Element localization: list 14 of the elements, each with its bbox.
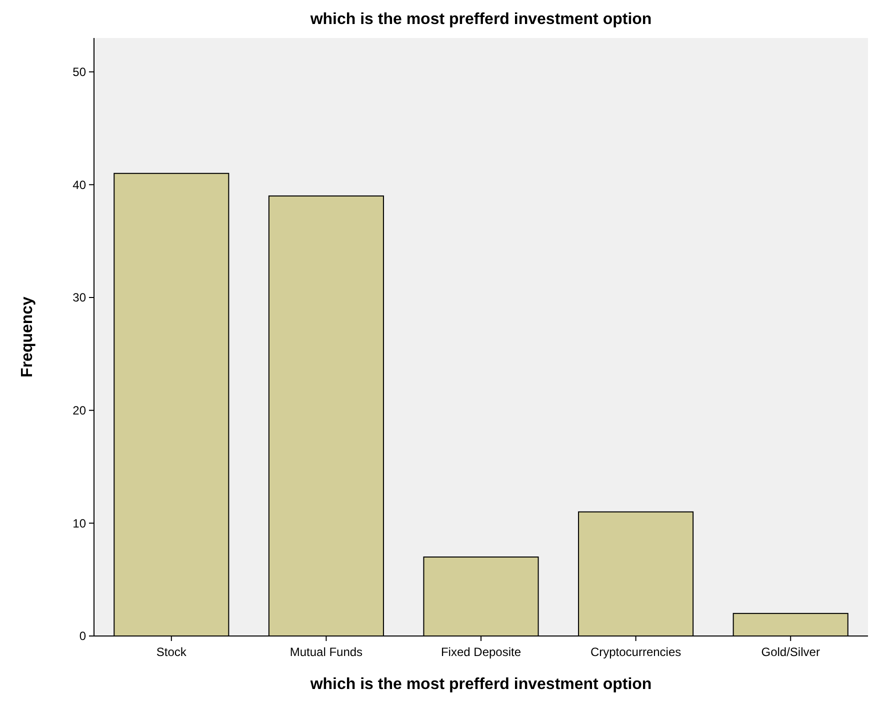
- x-tick-label: Fixed Deposite: [440, 645, 522, 659]
- y-tick-label: 40: [72, 178, 86, 192]
- y-tick-label: 30: [72, 290, 86, 305]
- x-tick-label: Mutual Funds: [290, 645, 363, 659]
- x-axis-title: which is the most prefferd investment option: [309, 676, 652, 693]
- chart-title: which is the most prefferd investment option: [309, 11, 652, 28]
- x-tick-label: Cryptocurrencies: [590, 645, 682, 659]
- x-tick-label: Stock: [156, 645, 188, 659]
- y-axis-title: Frequency: [19, 296, 36, 378]
- y-tick-label: 50: [72, 65, 86, 80]
- y-tick-label: 20: [72, 404, 86, 418]
- y-tick-label: 10: [72, 516, 86, 530]
- y-tick-label: 0: [79, 629, 86, 644]
- x-tick-label: Gold/Silver: [761, 645, 820, 659]
